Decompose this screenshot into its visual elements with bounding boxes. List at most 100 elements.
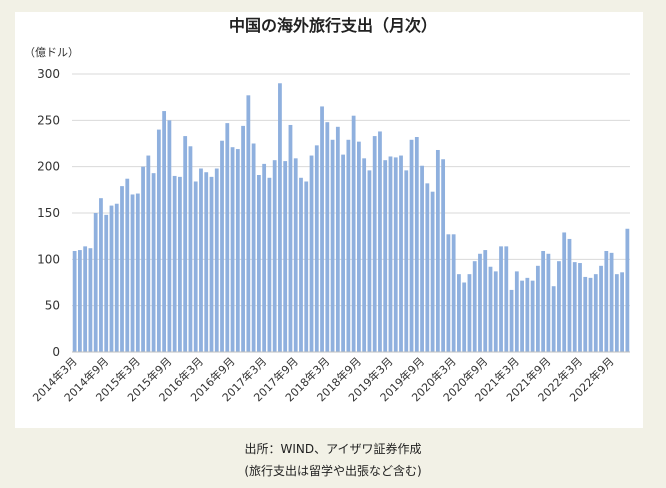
y-tick-label: 250 [37, 113, 60, 127]
bar [367, 170, 372, 352]
bar [241, 125, 245, 352]
bar [525, 277, 530, 352]
bar [204, 172, 209, 352]
bar [441, 159, 446, 352]
bar [83, 246, 88, 352]
bar [141, 166, 145, 352]
bar [146, 155, 151, 352]
bar [451, 234, 456, 352]
bar [625, 228, 630, 352]
bar [467, 274, 472, 352]
bar [604, 250, 609, 352]
bar [283, 161, 288, 352]
bar [572, 262, 577, 352]
bar [246, 95, 251, 353]
bar [135, 193, 140, 352]
bar [609, 252, 614, 352]
bar [167, 120, 172, 352]
bar [288, 124, 293, 352]
bar [372, 136, 377, 352]
bar [557, 261, 561, 352]
bar [425, 183, 430, 352]
bar [488, 266, 493, 352]
bar [409, 139, 414, 352]
bar [299, 177, 303, 352]
bar [230, 147, 235, 352]
bar [583, 276, 588, 352]
y-tick-label: 100 [37, 252, 60, 266]
bar [341, 154, 345, 352]
y-tick-label: 0 [52, 345, 60, 359]
bar [235, 149, 240, 352]
bar [335, 126, 340, 352]
bar [399, 155, 403, 352]
bar [435, 149, 440, 352]
bar [567, 238, 572, 352]
bar [414, 137, 419, 352]
bar [125, 178, 130, 352]
bar [214, 168, 219, 352]
bar [420, 165, 424, 352]
bar [462, 282, 467, 352]
bar [99, 198, 103, 352]
bar [156, 129, 161, 352]
bar [320, 106, 324, 352]
bar [278, 83, 282, 353]
bar [599, 265, 603, 352]
bar [130, 194, 135, 352]
chart-title: 中国の海外旅行支出（月次） [228, 16, 437, 35]
bar [499, 246, 503, 352]
bar [388, 156, 393, 352]
bar [293, 158, 298, 352]
bar [114, 203, 119, 352]
bar [120, 186, 124, 352]
bar [520, 280, 524, 352]
bar [472, 261, 477, 352]
y-tick-label: 50 [45, 299, 60, 313]
bar [209, 176, 214, 352]
bar [72, 250, 77, 352]
bar [614, 274, 619, 352]
bar [541, 250, 546, 352]
bar [193, 181, 198, 352]
bar [535, 265, 540, 352]
bar [562, 232, 567, 352]
bar [620, 272, 624, 352]
bar [151, 173, 156, 352]
bar [325, 122, 330, 352]
bar [267, 177, 272, 352]
bar [546, 253, 551, 352]
bar [178, 176, 182, 352]
bar [199, 168, 203, 352]
bar [430, 191, 435, 352]
bar [483, 250, 488, 352]
bar [162, 111, 167, 352]
bar [578, 263, 582, 352]
bar [351, 115, 356, 352]
bar [362, 158, 367, 352]
bar [446, 234, 451, 352]
bar [393, 157, 398, 352]
bar [88, 248, 93, 352]
bar [78, 250, 82, 352]
y-tick-label: 200 [37, 160, 60, 174]
bar [504, 246, 509, 352]
y-tick-label: 150 [37, 206, 60, 220]
bar [514, 271, 519, 352]
bar [272, 160, 277, 352]
bar [588, 277, 593, 352]
bar [493, 271, 498, 352]
bar [509, 289, 514, 352]
bar [109, 205, 114, 352]
bar [188, 146, 193, 352]
bar [183, 136, 188, 352]
bar [262, 163, 267, 352]
bar [478, 253, 482, 352]
bar [256, 175, 261, 352]
bar [225, 123, 230, 352]
bar [304, 181, 309, 352]
footnote: (旅行支出は留学や出張など含む) [244, 464, 422, 478]
bar [383, 160, 388, 352]
